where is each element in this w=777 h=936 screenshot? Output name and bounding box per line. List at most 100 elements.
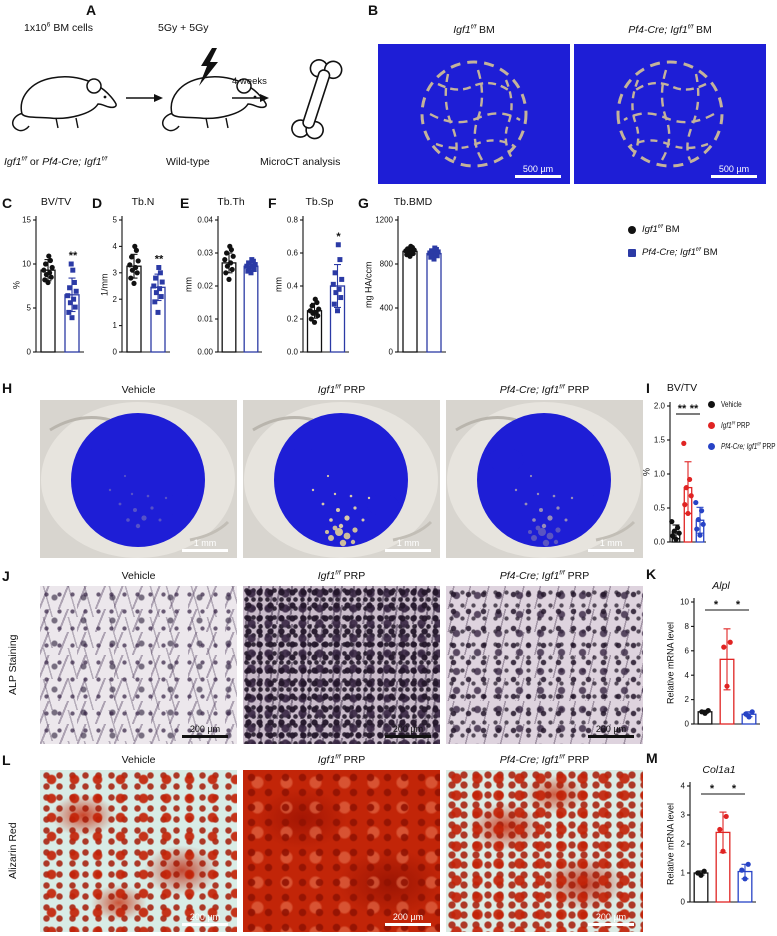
chart-alpl: Alpl Relative mRNA level 0 2 4 6 8 10 * * — [666, 580, 766, 739]
panel-m-label: M — [646, 750, 658, 766]
column-title: Igf1f/f PRP — [317, 569, 366, 582]
scale-bar: 1 mm — [385, 538, 431, 552]
svg-text:0.0: 0.0 — [654, 538, 666, 547]
donor-label: Igf1f/f or Pf4-Cre; Igf1f/f — [4, 155, 108, 168]
column-title: Pf4-Cre; Igf1f/f PRP — [499, 569, 590, 582]
svg-text:1: 1 — [681, 869, 686, 878]
scale-bar: 200 µm — [385, 912, 431, 926]
svg-text:1: 1 — [113, 321, 118, 330]
chart-title: Tb.N — [131, 196, 155, 208]
column-title: Igf1f/f PRP — [317, 383, 366, 396]
microct-image-bm-control: 500 µm — [378, 44, 570, 184]
svg-text:0.2: 0.2 — [287, 315, 299, 324]
svg-text:0: 0 — [681, 898, 686, 907]
column-title: Pf4-Cre; Igf1f/f PRP — [499, 753, 590, 766]
circle-marker-icon — [708, 422, 715, 429]
svg-text:*: * — [710, 783, 715, 795]
svg-text:4: 4 — [681, 782, 686, 791]
y-axis-label: mm — [273, 277, 284, 292]
svg-text:0.8: 0.8 — [287, 216, 299, 225]
chart-plot: 0 1 2 3 4 * * — [681, 782, 756, 907]
svg-text:0: 0 — [389, 348, 394, 357]
svg-text:8: 8 — [685, 622, 690, 631]
chart-title: BV/TV — [40, 196, 72, 208]
svg-text:1200: 1200 — [375, 216, 393, 225]
alizarin-red-image-vehicle: 200 µm — [40, 770, 237, 932]
circle-marker-icon — [708, 401, 715, 408]
svg-text:5: 5 — [113, 216, 118, 225]
alp-staining-image-vehicle: 200 µm — [40, 586, 237, 744]
svg-text:10: 10 — [22, 260, 31, 269]
chart-title: Tb.Sp — [305, 196, 334, 208]
trabecular-bone-graphic — [378, 44, 570, 184]
microct-image-igf1-prp: 1 mm — [243, 400, 440, 558]
chart-title: Col1a1 — [702, 764, 736, 776]
column-title: Vehicle — [121, 754, 156, 766]
svg-text:0.01: 0.01 — [197, 315, 213, 324]
svg-text:0.5: 0.5 — [654, 504, 666, 513]
legend-item: Vehicle — [708, 400, 747, 409]
scale-bar: 200 µm — [588, 912, 634, 926]
svg-text:15: 15 — [22, 216, 31, 225]
chart-plot: 0 400 800 1200 — [375, 216, 446, 357]
alp-staining-image-pf4-igf1-prp: 200 µm — [446, 586, 643, 744]
svg-text:400: 400 — [380, 304, 394, 313]
svg-text:800: 800 — [380, 260, 394, 269]
chart-plot: 0 1 2 3 4 5 ** — [113, 216, 170, 357]
y-axis-label: % — [641, 467, 652, 476]
y-axis-label: mg HA/ccm — [363, 261, 374, 308]
column-title: Vehicle — [121, 570, 156, 582]
svg-text:**: ** — [690, 403, 699, 415]
chart-col1a1: Col1a1 Relative mRNA level 0 1 2 3 4 * * — [666, 764, 762, 917]
svg-text:*: * — [736, 599, 741, 611]
chart-bvtv-bm: BV/TV % 0 5 10 15 ** — [12, 196, 90, 367]
bone-cross-section-graphic — [40, 400, 237, 558]
chart-plot: 0 2 4 6 8 10 * * — [680, 598, 760, 729]
svg-text:4: 4 — [685, 671, 690, 680]
panel-i-label: I — [646, 380, 650, 396]
panel-k-label: K — [646, 566, 657, 582]
svg-text:0.00: 0.00 — [197, 348, 213, 357]
svg-text:*: * — [714, 599, 719, 611]
alp-staining-image-igf1-prp: 200 µm — [243, 586, 440, 744]
microct-image-bm-knockout: 500 µm — [574, 44, 766, 184]
svg-text:6: 6 — [685, 646, 690, 655]
panel-f-label: F — [268, 195, 277, 211]
scale-bar: 500 µm — [711, 164, 757, 178]
chart-title: Tb.Th — [217, 196, 245, 208]
circle-marker-icon — [708, 443, 715, 450]
svg-text:**: ** — [678, 403, 687, 415]
scale-bar: 200 µm — [182, 724, 228, 738]
svg-text:4: 4 — [113, 242, 118, 251]
trabecular-bone-graphic — [574, 44, 766, 184]
svg-text:1.0: 1.0 — [654, 470, 666, 479]
bone-cross-section-graphic — [243, 400, 440, 558]
svg-text:**: ** — [69, 250, 78, 262]
scale-bar: 500 µm — [515, 164, 561, 178]
svg-text:*: * — [336, 231, 341, 243]
svg-text:1.5: 1.5 — [654, 436, 666, 445]
column-title: Pf4-Cre; Igf1f/f PRP — [499, 383, 590, 396]
microct-title: Igf1f/f BM — [453, 23, 495, 36]
panel-a-label: A — [86, 2, 97, 18]
chart-title: Tb.BMD — [393, 196, 433, 208]
chart-plot: 0.00 0.01 0.02 0.03 0.04 — [197, 216, 262, 357]
legend-item: Pf4-Cre; Igf1f/f BM — [628, 247, 718, 258]
panel-j-label: J — [2, 568, 10, 584]
legend-item: Igf1f/f PRP — [708, 421, 757, 430]
scale-bar: 200 µm — [385, 724, 431, 738]
svg-text:3: 3 — [681, 811, 686, 820]
svg-text:0.0: 0.0 — [287, 348, 299, 357]
chart-bvtv-prp: BV/TV % 0.0 0.5 1.0 1.5 2.0 ** ** — [642, 382, 712, 555]
svg-text:0: 0 — [27, 348, 32, 357]
panel-g-label: G — [358, 195, 369, 211]
duration-label: 4 weeks — [232, 76, 267, 87]
chart-title: BV/TV — [666, 382, 698, 394]
svg-text:2: 2 — [681, 840, 686, 849]
scale-bar: 200 µm — [588, 724, 634, 738]
scale-bar: 1 mm — [182, 538, 228, 552]
panel-d-label: D — [92, 195, 103, 211]
column-title: Igf1f/f PRP — [317, 753, 366, 766]
svg-text:2: 2 — [113, 295, 118, 304]
panel-l-label: L — [2, 752, 11, 768]
